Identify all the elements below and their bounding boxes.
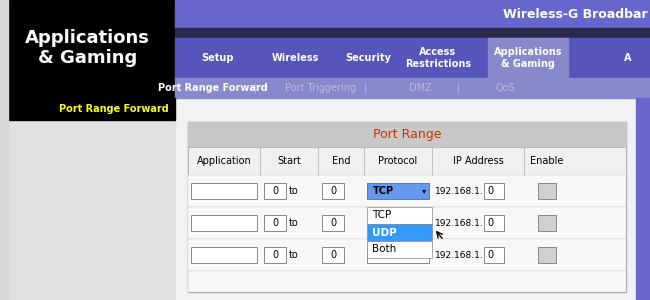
Bar	[0, 0, 175, 98]
Bar	[175, 38, 650, 78]
Bar	[191, 247, 257, 263]
Text: TCP: TCP	[372, 211, 391, 220]
Bar	[188, 147, 626, 175]
Bar	[175, 98, 636, 300]
Bar	[188, 207, 626, 239]
Text: |: |	[456, 83, 460, 93]
Bar	[322, 215, 344, 231]
Text: 0: 0	[330, 218, 336, 228]
Text: Wireless-G Broadbar: Wireless-G Broadbar	[503, 8, 648, 20]
Text: Port Range Forward: Port Range Forward	[59, 104, 169, 114]
Bar	[264, 247, 286, 263]
Bar	[322, 247, 344, 263]
Text: 0: 0	[272, 218, 278, 228]
Text: Access
Restrictions: Access Restrictions	[405, 47, 471, 69]
Text: 192.168.1.: 192.168.1.	[435, 218, 484, 227]
Bar	[264, 215, 286, 231]
Text: 0: 0	[330, 186, 336, 196]
Text: |: |	[254, 83, 257, 93]
Text: Security: Security	[345, 53, 391, 63]
Text: 0: 0	[487, 218, 493, 228]
Bar	[191, 183, 257, 199]
Text: Both: Both	[373, 250, 396, 260]
Text: 0: 0	[487, 186, 493, 196]
Text: 0: 0	[330, 250, 336, 260]
Text: to: to	[289, 218, 299, 228]
Bar	[175, 78, 650, 98]
Text: 192.168.1.: 192.168.1.	[435, 187, 484, 196]
Text: TCP: TCP	[373, 186, 394, 196]
Bar	[538, 215, 556, 231]
Text: to: to	[289, 250, 299, 260]
Text: QoS: QoS	[495, 83, 515, 93]
Text: Wireless: Wireless	[271, 53, 318, 63]
Text: 0: 0	[272, 250, 278, 260]
Bar	[188, 239, 626, 271]
Text: Both: Both	[372, 244, 396, 254]
Text: Applications
& Gaming: Applications & Gaming	[494, 47, 562, 69]
Bar	[188, 271, 626, 292]
Bar	[191, 215, 257, 231]
Bar	[0, 0, 8, 300]
Bar	[188, 122, 626, 292]
Text: UDP: UDP	[372, 227, 396, 238]
Bar	[367, 183, 429, 199]
Bar	[188, 175, 626, 207]
Text: DMZ: DMZ	[409, 83, 432, 93]
Bar	[0, 98, 175, 120]
Bar	[488, 38, 568, 78]
Text: IP Address: IP Address	[452, 156, 503, 166]
Text: End: End	[332, 156, 350, 166]
Text: Port Range: Port Range	[372, 128, 441, 141]
Bar	[538, 247, 556, 263]
Text: 0: 0	[272, 186, 278, 196]
Bar	[322, 183, 344, 199]
Bar	[538, 183, 556, 199]
Text: 192.168.1.: 192.168.1.	[435, 250, 484, 260]
Bar	[484, 183, 504, 199]
Text: |: |	[363, 83, 367, 93]
Text: ▾: ▾	[422, 250, 426, 260]
Bar	[484, 215, 504, 231]
Text: Application: Application	[196, 156, 252, 166]
Bar	[264, 183, 286, 199]
Text: Setup: Setup	[202, 53, 234, 63]
Bar	[367, 247, 429, 263]
Bar	[0, 98, 175, 300]
Bar	[175, 28, 650, 38]
Text: Enable: Enable	[530, 156, 564, 166]
Bar	[188, 122, 626, 147]
Text: Port Triggering: Port Triggering	[285, 83, 357, 93]
Text: Protocol: Protocol	[378, 156, 417, 166]
Bar	[367, 224, 432, 241]
Text: Applications
& Gaming: Applications & Gaming	[25, 28, 150, 68]
Text: Port Range Forward: Port Range Forward	[158, 83, 268, 93]
Bar	[484, 247, 504, 263]
Text: A: A	[624, 53, 632, 63]
Bar	[367, 207, 432, 224]
Text: ▾: ▾	[422, 187, 426, 196]
Bar	[367, 241, 432, 258]
Bar	[636, 98, 650, 300]
Text: Start: Start	[277, 156, 301, 166]
Bar	[175, 0, 650, 28]
Text: 0: 0	[487, 250, 493, 260]
Text: to: to	[289, 186, 299, 196]
